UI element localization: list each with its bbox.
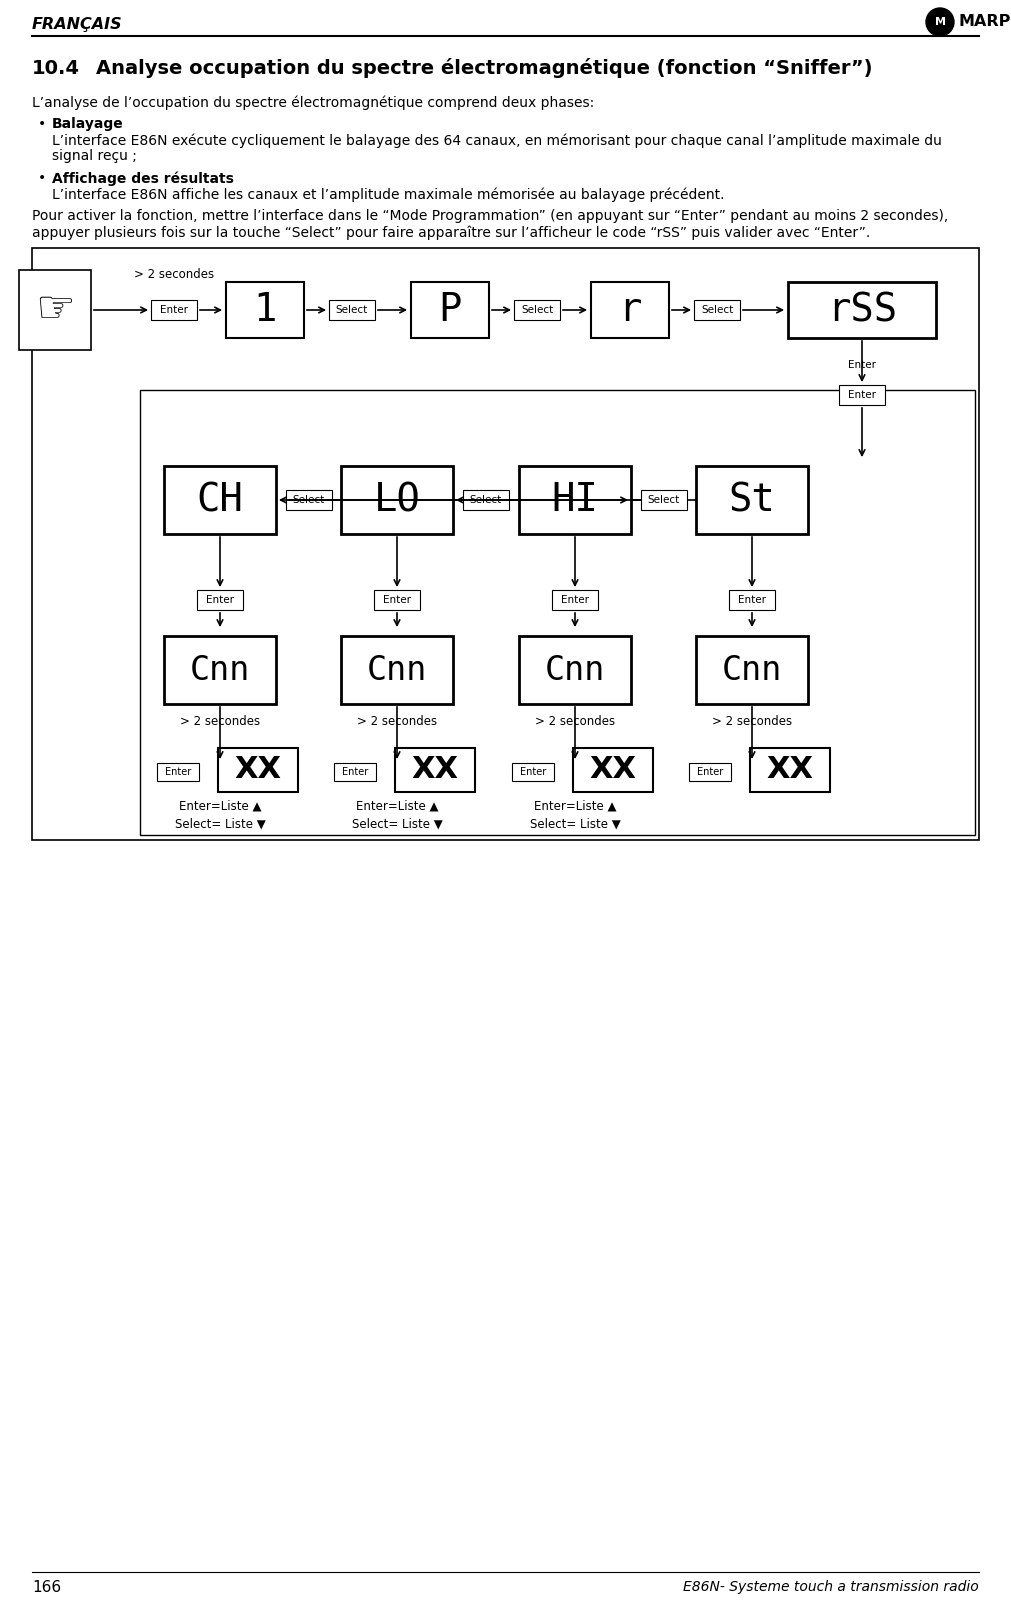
FancyBboxPatch shape	[519, 636, 631, 704]
FancyBboxPatch shape	[151, 300, 197, 321]
FancyBboxPatch shape	[514, 300, 560, 321]
FancyBboxPatch shape	[285, 491, 332, 510]
FancyBboxPatch shape	[690, 763, 731, 781]
Text: LO: LO	[374, 481, 421, 519]
Text: L’interface E86N exécute cycliquement le balayage des 64 canaux, en mémorisant p: L’interface E86N exécute cycliquement le…	[52, 133, 942, 147]
Text: Balayage: Balayage	[52, 117, 123, 131]
FancyBboxPatch shape	[164, 636, 276, 704]
Text: St: St	[729, 481, 775, 519]
Text: FRANÇAIS: FRANÇAIS	[32, 18, 122, 32]
FancyBboxPatch shape	[164, 466, 276, 534]
FancyBboxPatch shape	[197, 590, 243, 611]
Text: appuyer plusieurs fois sur la touche “Select” pour faire apparaître sur l’affich: appuyer plusieurs fois sur la touche “Se…	[32, 224, 870, 239]
Text: CH: CH	[196, 481, 244, 519]
Bar	[140, 390, 975, 835]
Text: Select: Select	[521, 305, 553, 316]
Text: Cnn: Cnn	[367, 654, 428, 686]
Text: Enter: Enter	[848, 390, 876, 401]
FancyBboxPatch shape	[374, 590, 420, 611]
Text: XX: XX	[411, 755, 459, 784]
FancyBboxPatch shape	[839, 385, 885, 406]
FancyBboxPatch shape	[552, 590, 598, 611]
Text: XX: XX	[766, 755, 814, 784]
FancyBboxPatch shape	[519, 466, 631, 534]
FancyBboxPatch shape	[341, 466, 453, 534]
FancyBboxPatch shape	[694, 300, 740, 321]
Text: Cnn: Cnn	[545, 654, 606, 686]
Text: > 2 secondes: > 2 secondes	[535, 715, 615, 728]
Text: Analyse occupation du spectre électromagnétique (fonction “Sniffer”): Analyse occupation du spectre électromag…	[96, 58, 872, 79]
Text: Enter: Enter	[165, 766, 191, 777]
Text: 1: 1	[254, 292, 277, 329]
Text: r: r	[619, 292, 642, 329]
Text: XX: XX	[235, 755, 281, 784]
Text: Enter: Enter	[561, 595, 589, 604]
Text: Enter: Enter	[848, 361, 876, 370]
Text: rSS: rSS	[827, 292, 897, 329]
Text: Select: Select	[336, 305, 368, 316]
Text: MARPOSS: MARPOSS	[958, 14, 1011, 29]
Text: Enter: Enter	[383, 595, 411, 604]
Text: HI: HI	[552, 481, 599, 519]
FancyBboxPatch shape	[591, 282, 669, 338]
FancyBboxPatch shape	[463, 491, 509, 510]
FancyBboxPatch shape	[729, 590, 775, 611]
FancyBboxPatch shape	[696, 636, 808, 704]
Text: Enter: Enter	[206, 595, 234, 604]
Text: Enter: Enter	[160, 305, 188, 316]
Text: L’interface E86N affiche les canaux et l’amplitude maximale mémorisée au balayag: L’interface E86N affiche les canaux et l…	[52, 188, 725, 202]
FancyBboxPatch shape	[512, 763, 554, 781]
FancyBboxPatch shape	[329, 300, 375, 321]
Bar	[19, 269, 91, 349]
Text: Enter=Liste ▲
Select= Liste ▼: Enter=Liste ▲ Select= Liste ▼	[530, 800, 621, 830]
Text: > 2 secondes: > 2 secondes	[712, 715, 792, 728]
Text: 166: 166	[32, 1579, 61, 1595]
Text: > 2 secondes: > 2 secondes	[180, 715, 260, 728]
Text: signal reçu ;: signal reçu ;	[52, 149, 136, 164]
Bar	[395, 749, 475, 792]
Text: > 2 secondes: > 2 secondes	[133, 268, 214, 282]
Text: Enter=Liste ▲
Select= Liste ▼: Enter=Liste ▲ Select= Liste ▼	[352, 800, 443, 830]
Text: ☞: ☞	[35, 289, 75, 332]
Bar	[32, 248, 979, 840]
Text: Select: Select	[292, 495, 325, 505]
FancyBboxPatch shape	[341, 636, 453, 704]
Text: Cnn: Cnn	[190, 654, 250, 686]
Bar	[750, 749, 830, 792]
Text: 10.4: 10.4	[32, 58, 80, 77]
FancyBboxPatch shape	[157, 763, 199, 781]
Text: Enter: Enter	[342, 766, 368, 777]
Bar	[218, 749, 298, 792]
Text: L’analyse de l’occupation du spectre électromagnétique comprend deux phases:: L’analyse de l’occupation du spectre éle…	[32, 95, 594, 109]
Text: XX: XX	[589, 755, 637, 784]
Bar	[573, 749, 653, 792]
Text: •: •	[38, 172, 47, 184]
Text: P: P	[439, 292, 462, 329]
FancyBboxPatch shape	[411, 282, 489, 338]
Text: Enter: Enter	[520, 766, 546, 777]
Text: Enter: Enter	[697, 766, 723, 777]
Text: Select: Select	[647, 495, 679, 505]
Text: Enter: Enter	[738, 595, 766, 604]
Text: Select: Select	[470, 495, 502, 505]
Text: Select: Select	[701, 305, 733, 316]
Text: > 2 secondes: > 2 secondes	[357, 715, 437, 728]
FancyBboxPatch shape	[788, 282, 936, 338]
FancyBboxPatch shape	[641, 491, 686, 510]
Text: Affichage des résultats: Affichage des résultats	[52, 172, 234, 186]
FancyBboxPatch shape	[226, 282, 304, 338]
Text: Enter=Liste ▲
Select= Liste ▼: Enter=Liste ▲ Select= Liste ▼	[175, 800, 265, 830]
Text: •: •	[38, 117, 47, 131]
FancyBboxPatch shape	[696, 466, 808, 534]
Text: E86N- Systeme touch a transmission radio: E86N- Systeme touch a transmission radio	[683, 1581, 979, 1593]
FancyBboxPatch shape	[334, 763, 376, 781]
Text: Cnn: Cnn	[722, 654, 783, 686]
Text: M: M	[934, 18, 945, 27]
Text: Pour activer la fonction, mettre l’interface dans le “Mode Programmation” (en ap: Pour activer la fonction, mettre l’inter…	[32, 208, 948, 223]
Circle shape	[926, 8, 954, 35]
